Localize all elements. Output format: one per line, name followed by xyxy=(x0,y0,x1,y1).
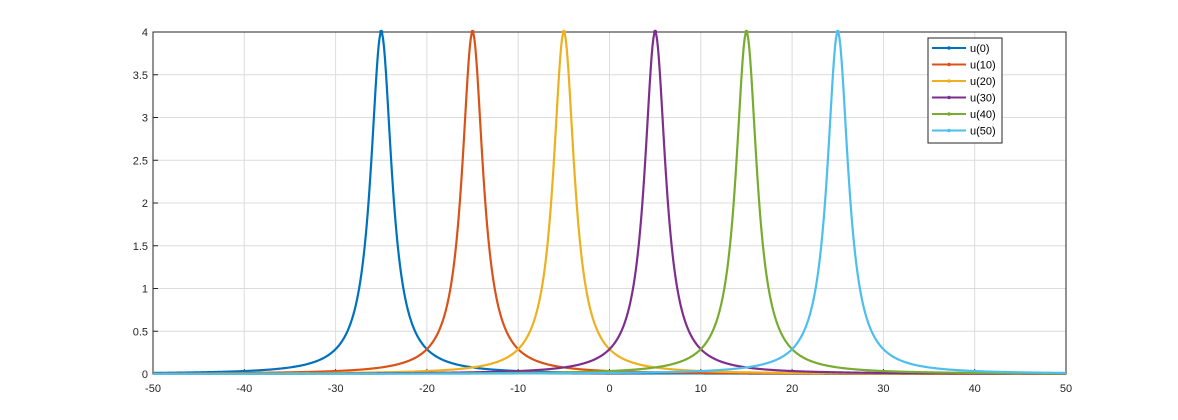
legend-box xyxy=(927,37,1003,144)
y-tick-label: 3 xyxy=(142,113,148,125)
y-tick-label: 4 xyxy=(142,27,148,39)
legend-marker-1 xyxy=(947,62,951,67)
legend-label-2: u(20) xyxy=(970,76,996,88)
legend-label-0: u(0) xyxy=(970,43,990,55)
x-tick-label: 20 xyxy=(786,383,798,395)
legend-marker-3 xyxy=(947,95,951,100)
y-tick-label: 2.5 xyxy=(133,155,148,167)
y-tick-label: 0.5 xyxy=(133,326,148,338)
x-tick-label: 0 xyxy=(606,383,612,395)
axis-ticks: -50 -40 -30 -20 -10 0 10 20 30 40 50 0 0.5 1 1.5 2 2.5 3 3… xyxy=(133,27,1072,395)
x-tick-label: 30 xyxy=(877,383,889,395)
x-tick-label: -30 xyxy=(328,383,344,395)
x-tick-label: 50 xyxy=(1060,383,1072,395)
series-peak-marker-0 xyxy=(379,29,384,35)
series-peak-marker-1 xyxy=(470,29,475,35)
series-peak-marker-3 xyxy=(652,29,658,35)
x-tick-label: -10 xyxy=(510,383,526,395)
legend-label-1: u(10) xyxy=(970,60,996,72)
legend-marker-0 xyxy=(947,46,951,50)
y-tick-label: 1 xyxy=(142,284,148,296)
x-tick-label: -50 xyxy=(145,383,161,395)
y-tick-label: 2 xyxy=(142,198,148,210)
x-tick-label: 10 xyxy=(695,383,707,395)
series-group xyxy=(152,29,1067,375)
legend-marker-4 xyxy=(947,112,951,116)
legend-label-3: u(30) xyxy=(970,93,996,105)
legend: u(0) u(10) u(20) u(30) u(40) u(50) xyxy=(927,37,1003,144)
legend-marker-5 xyxy=(947,128,951,133)
x-tick-label: 40 xyxy=(969,383,981,395)
x-tick-label: -20 xyxy=(419,383,435,395)
x-tick-label: -40 xyxy=(236,383,252,395)
legend-label-5: u(50) xyxy=(970,126,996,138)
y-tick-label: 0 xyxy=(142,369,148,381)
legend-marker-2 xyxy=(947,79,951,83)
series-line-5 xyxy=(152,30,1067,375)
y-tick-label: 3.5 xyxy=(133,70,148,82)
legend-label-4: u(40) xyxy=(970,109,996,121)
series-peak-marker-5 xyxy=(835,29,840,35)
y-tick-label: 1.5 xyxy=(133,241,148,253)
series-peak-marker-2 xyxy=(561,29,567,35)
series-peak-marker-4 xyxy=(744,29,749,35)
